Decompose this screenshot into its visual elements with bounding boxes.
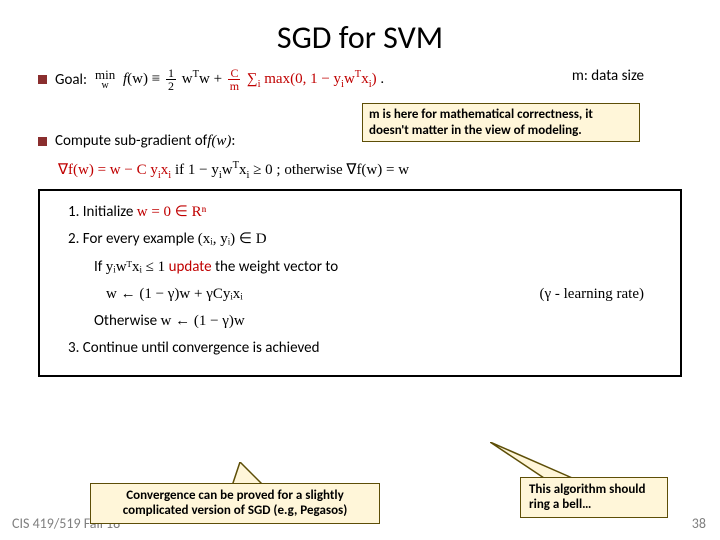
grad-sub: i [168,170,171,181]
goal-formula: minw f(w) ≡ 12 wTw + Cm ∑i max(0, 1 − yi… [95,67,384,92]
step-text: the weight vector to [215,258,338,276]
bullet-icon [38,75,47,84]
step-2-otherwise: Otherwise w ← (1 − γ)w [68,310,664,333]
learning-rate-note: (γ - learning rate) [540,283,645,306]
grad-otherwise: ; otherwise ∇f(w) = w [276,162,409,178]
goal-row: Goal: minw f(w) ≡ 12 wTw + Cm ∑i max(0, … [38,67,682,92]
callout1-pointer-icon [288,262,428,263]
algorithm-box: 1. Initialize w = 0 ∈ Rⁿ 2. For every ex… [38,189,682,377]
grad-part: w [222,162,233,178]
step-2-update1: w ← (1 − γ)w + γCyᵢxᵢ (γ - learning rate… [68,283,664,306]
grad-condition: if 1 − yiwTxi ≥ 0 [175,162,276,178]
slide-title: SGD for SVM [0,0,720,57]
subgrad-line: Compute sub-gradient of f(w): [38,132,235,150]
grad-part: ∇f(w) = w − C y [58,162,158,178]
callout-bell: This algorithm should ring a bell… [520,477,668,518]
step-1: 1. Initialize w = 0 ∈ Rⁿ [68,201,664,224]
bullet-icon [38,137,47,146]
subgrad-label: Compute sub-gradient of [55,132,207,150]
footer-page-number: 38 [692,515,706,532]
callout-m-note: m is here for mathematical correctness, … [362,103,640,142]
update-formula: w ← (1 − γ)w + γCyᵢxᵢ [106,283,243,306]
content-area: Goal: minw f(w) ≡ 12 wTw + Cm ∑i max(0, … [0,67,720,377]
step-3: 3. Continue until convergence is achieve… [68,337,664,360]
subgrad-fn: f(w) [207,133,231,150]
m-data-size-note: m: data size [572,67,644,85]
callout-convergence: Convergence can be proved for a slightly… [90,483,380,524]
grad-part: x [239,162,247,178]
grad-cond-text: if 1 − y [175,162,219,178]
gradient-formula: ∇f(w) = w − C yixi if 1 − yiwTxi ≥ 0 ; o… [38,160,682,179]
step-2: 2. For every example (xᵢ, yᵢ) ∈ D [68,228,664,251]
step-text: Otherwise [94,312,161,330]
step-math: (xᵢ, yᵢ) ∈ D [198,231,267,247]
step-text: 1. Initialize [68,203,137,221]
goal-label: Goal: [55,71,87,89]
step-math: yᵢwᵀxᵢ ≤ 1 [106,259,165,275]
step-2-if: If yᵢwᵀxᵢ ≤ 1 update the weight vector t… [68,256,664,279]
grad-part: ≥ 0 [249,162,272,178]
step-update: update [169,258,212,276]
step-math: w = 0 ∈ Rⁿ [137,204,207,220]
step-text: 2. For every example [68,230,198,248]
update-formula: w ← (1 − γ)w [161,313,245,329]
step-text: If [94,258,106,276]
